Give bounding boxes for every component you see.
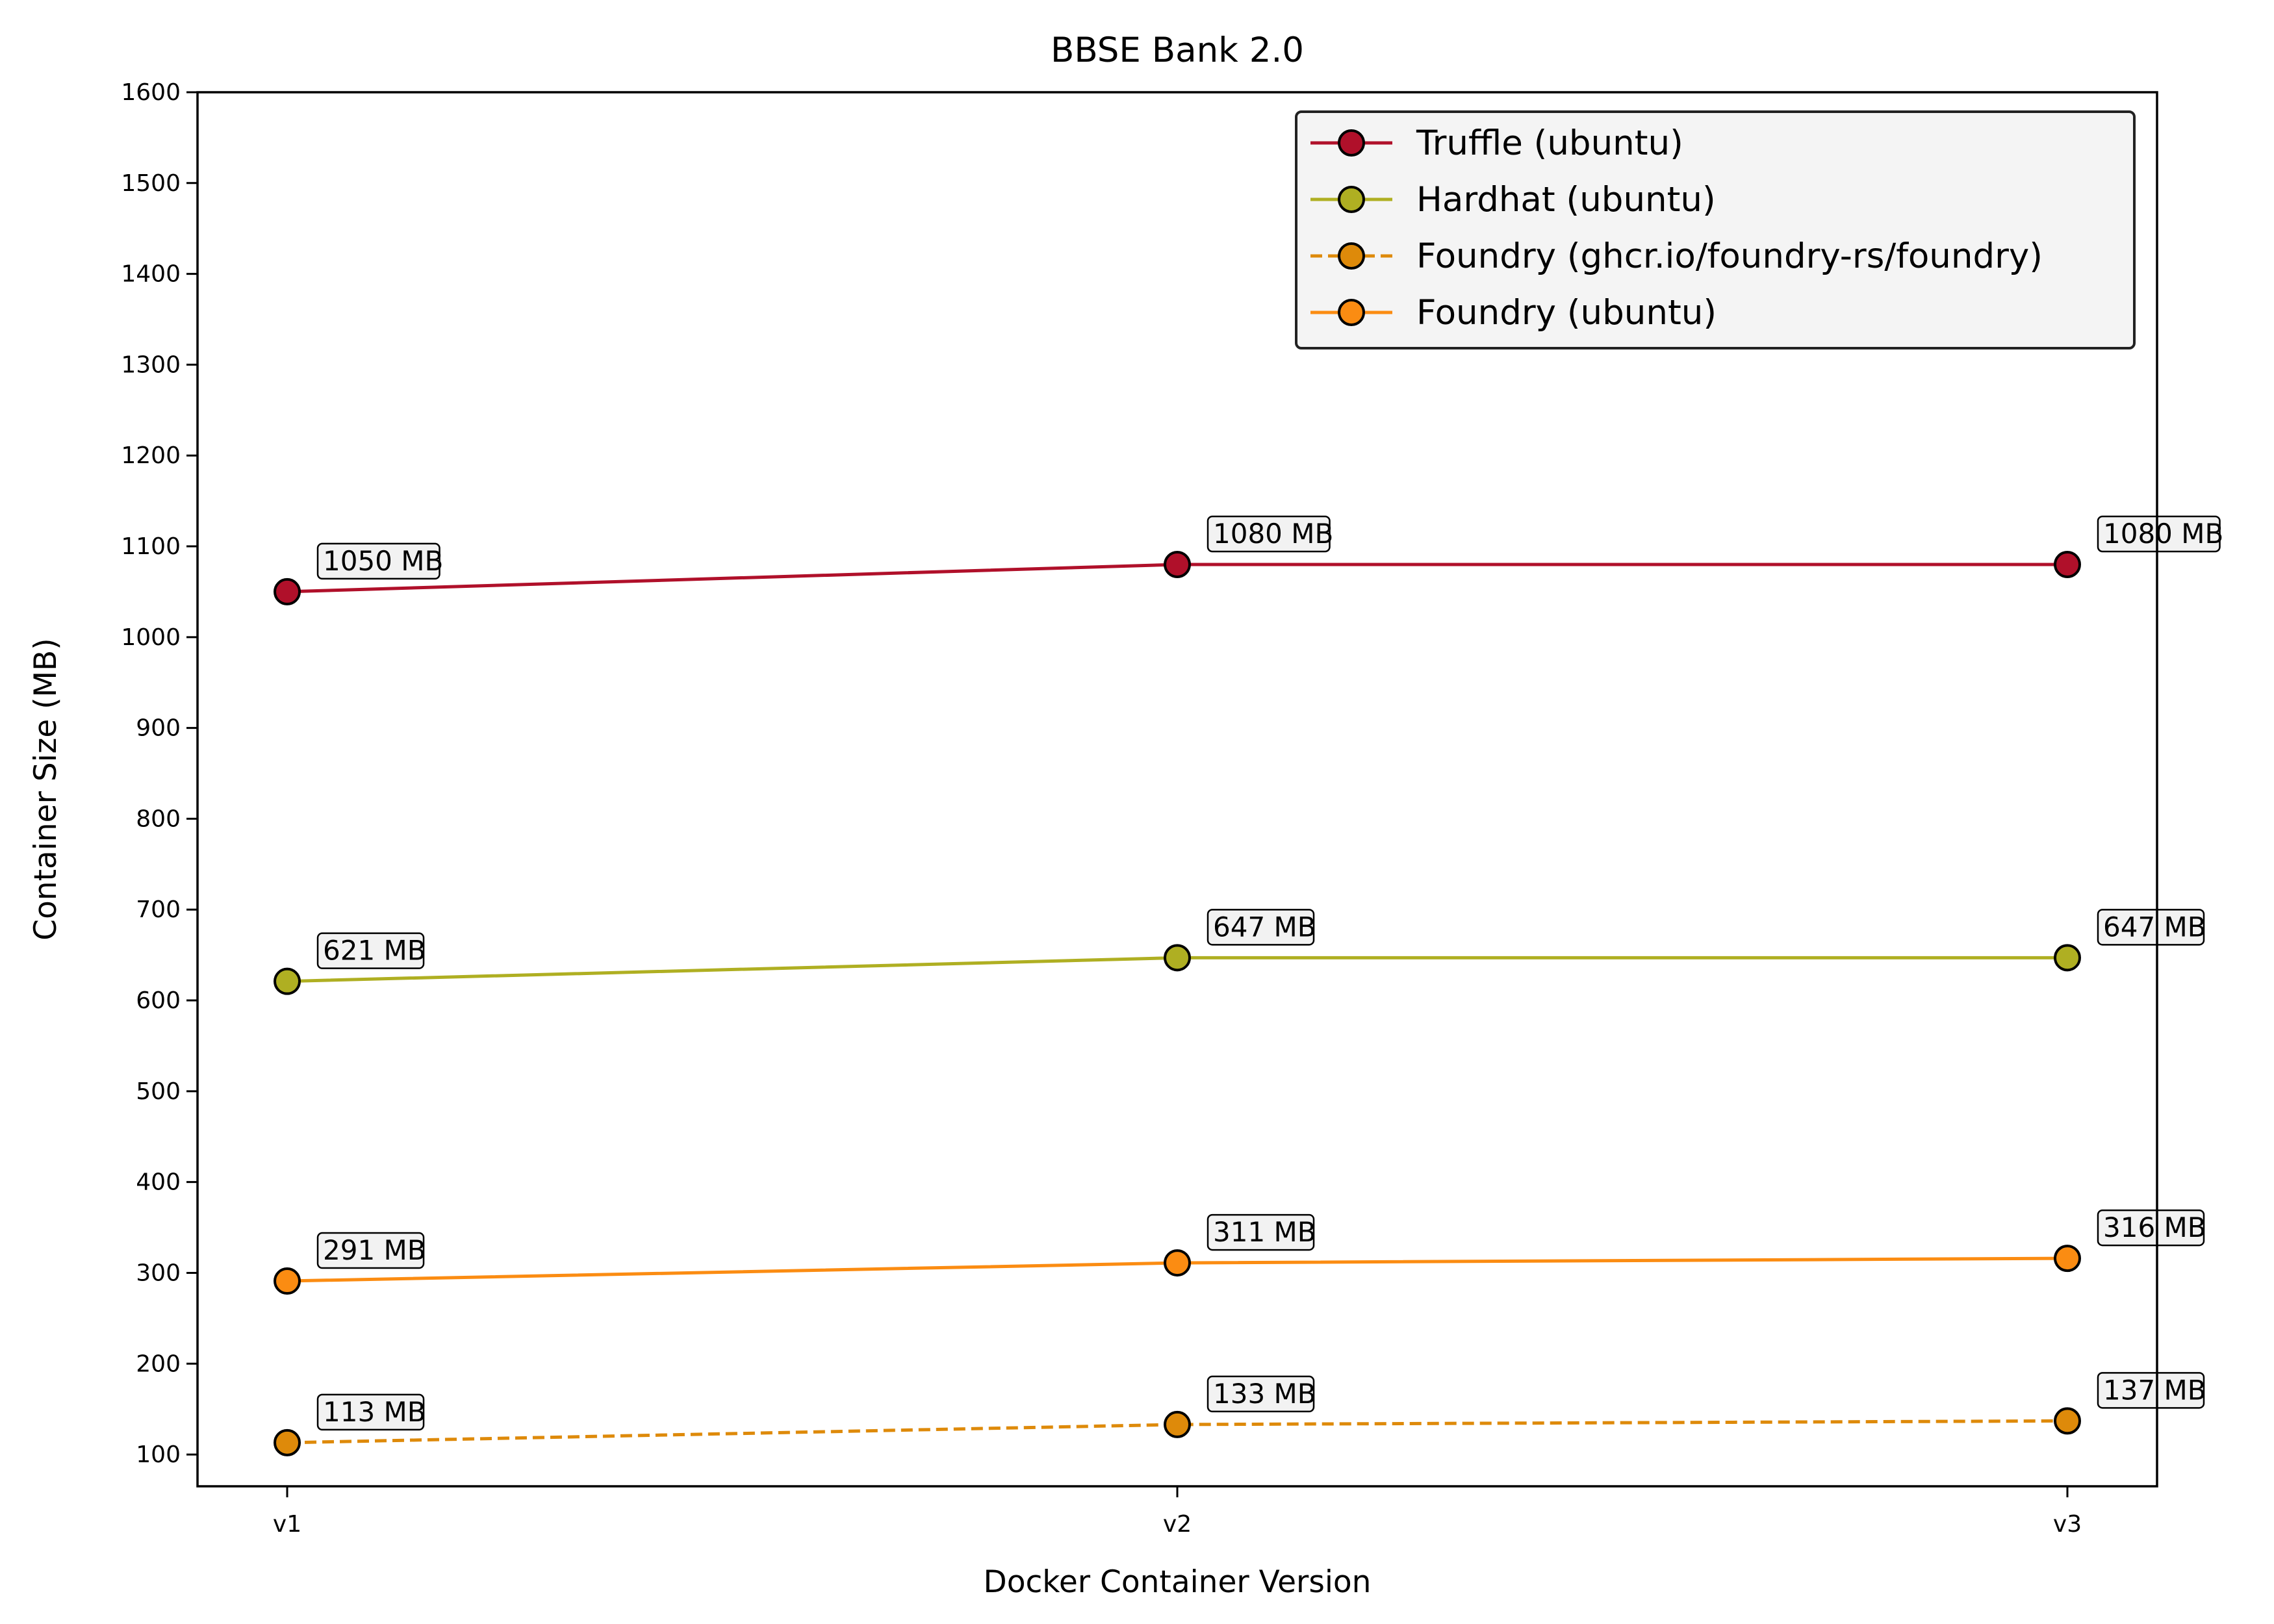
data-label-box [316, 1232, 425, 1269]
data-label-box [316, 542, 441, 580]
data-point [274, 1267, 301, 1295]
x-axis-label: Docker Container Version [984, 1564, 1372, 1600]
data-label-box [2097, 909, 2205, 946]
data-point [274, 577, 301, 605]
data-label: 316 MB [2103, 1212, 2206, 1243]
x-tick-label: v3 [2053, 1511, 2082, 1538]
data-label-box [1207, 1213, 1315, 1251]
legend: Truffle (ubuntu) Hardhat (ubuntu) Foundry … [1295, 110, 2136, 349]
data-point [274, 1428, 301, 1456]
y-tick-label: 800 [136, 806, 181, 832]
y-tick-label: 400 [136, 1169, 181, 1196]
y-tick-label: 100 [136, 1441, 181, 1468]
data-point [2054, 1245, 2081, 1273]
y-tick-label: 1300 [121, 351, 181, 378]
legend-swatch-marker [1338, 129, 1365, 157]
data-point [2054, 550, 2081, 578]
data-label-box [316, 1393, 425, 1431]
data-point [2054, 1407, 2081, 1435]
y-tick-label: 1200 [121, 442, 181, 469]
data-label: 1080 MB [1213, 518, 1333, 550]
data-label: 291 MB [323, 1234, 426, 1266]
y-tick-label: 700 [136, 896, 181, 923]
legend-entry-label: Foundry (ghcr.io/foundry-rs/foundry) [1416, 236, 2043, 276]
data-label-box [1207, 515, 1331, 553]
y-tick-label: 1000 [121, 624, 181, 651]
data-point [1164, 1249, 1191, 1277]
x-tick-label: v2 [1163, 1511, 1192, 1538]
legend-swatch-marker [1338, 186, 1365, 213]
plot-frame [196, 91, 2158, 1488]
data-point [2054, 944, 2081, 972]
plot-area: 100 200 300 400 500 600 700 800 900 1000 1100 1200 1… [121, 79, 2223, 1538]
legend-entry-label: Foundry (ubuntu) [1416, 293, 1717, 333]
data-label: 1050 MB [323, 545, 443, 577]
y-tick-label: 1600 [121, 79, 181, 106]
data-point [1164, 944, 1191, 972]
data-point [274, 967, 301, 995]
data-label: 113 MB [323, 1396, 426, 1428]
y-tick-label: 200 [136, 1351, 181, 1377]
data-label-box [1207, 909, 1315, 946]
data-label-box [2097, 515, 2221, 553]
legend-entry-label: Truffle (ubuntu) [1416, 123, 1683, 163]
data-label: 133 MB [1213, 1378, 1316, 1410]
data-label-box [2097, 1209, 2205, 1247]
data-label: 1080 MB [2103, 518, 2223, 550]
legend-swatch-marker [1338, 242, 1365, 270]
legend-swatch-marker [1338, 299, 1365, 326]
data-label: 647 MB [1213, 911, 1316, 943]
data-point [1164, 550, 1191, 578]
data-label: 137 MB [2103, 1374, 2206, 1406]
data-label-box [1207, 1375, 1315, 1413]
legend-entry-label: Hardhat (ubuntu) [1416, 180, 1716, 220]
y-axis-label: Container Size (MB) [28, 638, 64, 941]
y-tick-label: 300 [136, 1260, 181, 1286]
data-point [1164, 1410, 1191, 1438]
data-label: 621 MB [323, 935, 426, 967]
data-label-box [2097, 1372, 2205, 1409]
data-label: 311 MB [1213, 1216, 1316, 1248]
y-tick-label: 1500 [121, 170, 181, 197]
y-tick-label: 600 [136, 987, 181, 1014]
chart-title: BBSE Bank 2.0 [1051, 31, 1304, 70]
data-label-box [316, 932, 425, 969]
y-tick-label: 1400 [121, 261, 181, 288]
data-label: 647 MB [2103, 911, 2206, 943]
legend-box [1295, 110, 2136, 349]
y-tick-label: 1100 [121, 533, 181, 560]
x-tick-label: v1 [273, 1511, 301, 1538]
y-tick-label: 500 [136, 1078, 181, 1105]
series-line-2 [287, 1419, 2068, 1445]
y-tick-label: 900 [136, 715, 181, 742]
